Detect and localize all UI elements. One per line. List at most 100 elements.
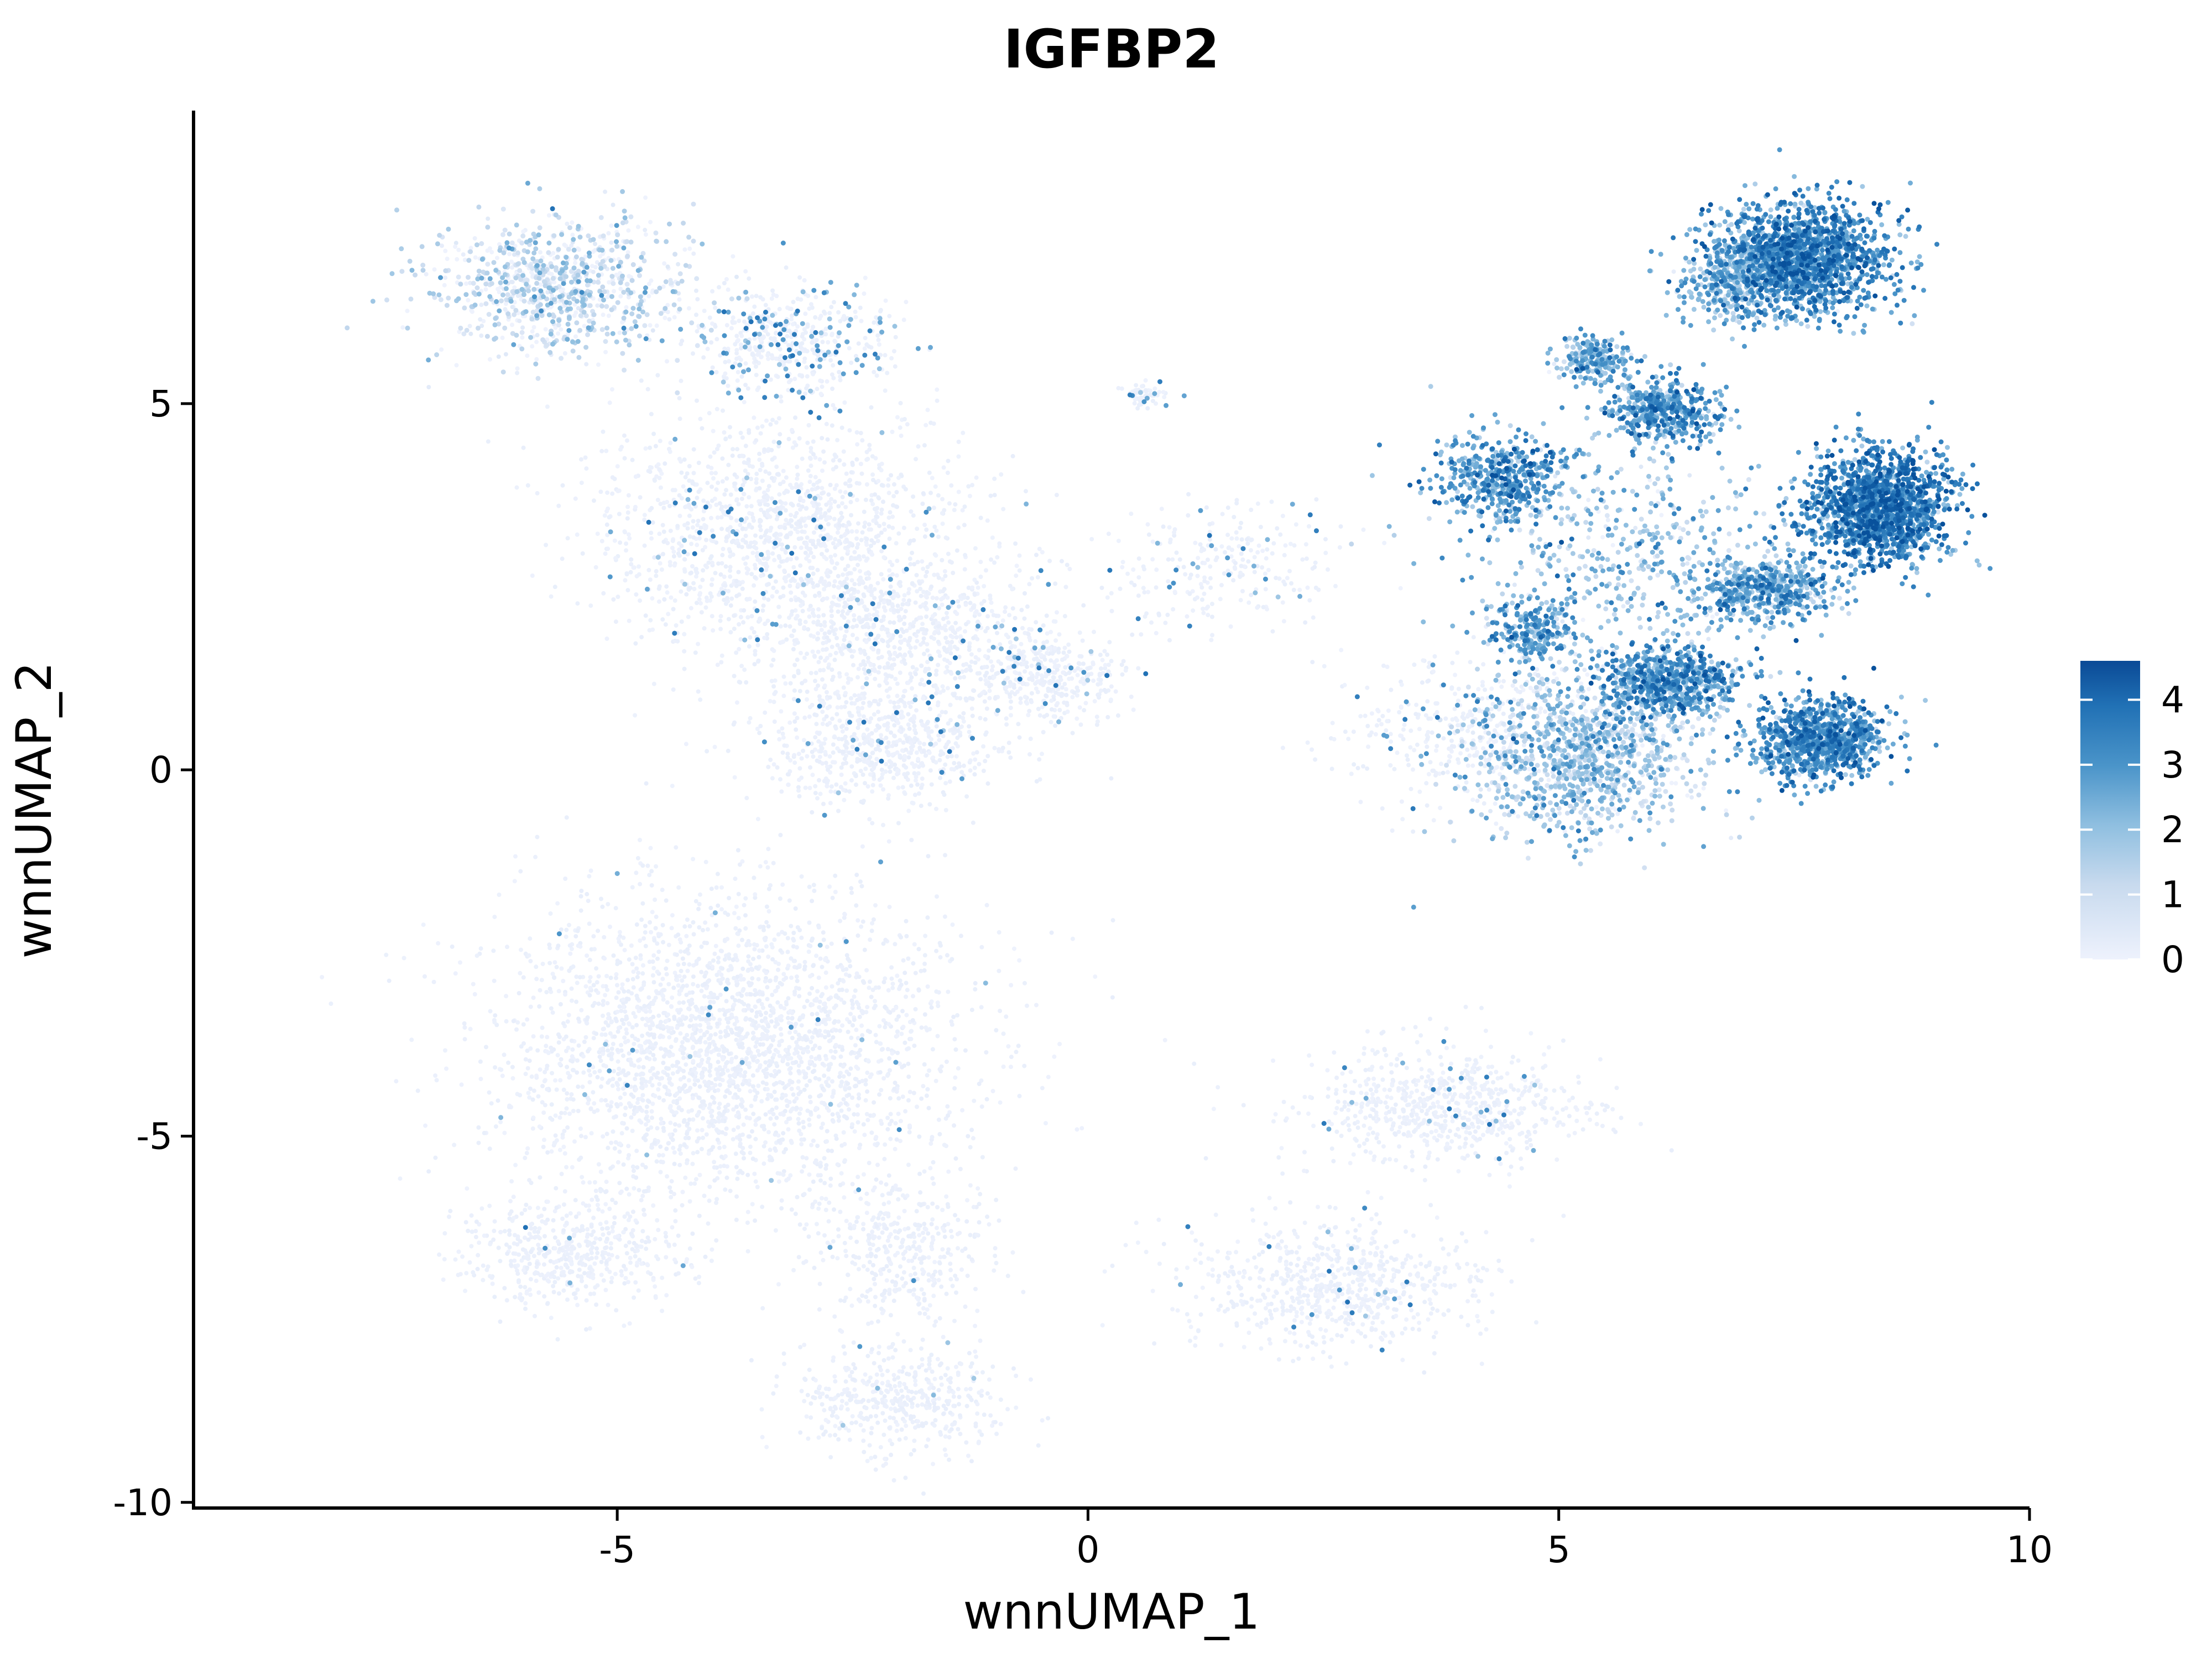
cell-point — [831, 742, 836, 747]
cell-point — [1297, 587, 1302, 592]
cell-point — [821, 801, 826, 806]
cell-point — [671, 687, 676, 692]
cell-point — [1159, 507, 1164, 512]
cell-point — [1037, 757, 1042, 762]
cell-point — [924, 527, 929, 532]
cell-point — [1039, 673, 1044, 678]
cell-point — [891, 700, 896, 705]
cell-point — [839, 724, 844, 729]
cell-point — [735, 369, 740, 374]
cell-point — [940, 577, 945, 582]
cell-point — [924, 614, 929, 619]
cell-point — [592, 498, 596, 503]
cell-point — [816, 631, 821, 636]
cell-point — [789, 975, 794, 980]
cell-point — [644, 1109, 649, 1114]
cell-point — [802, 327, 807, 332]
cell-point — [643, 195, 648, 200]
cell-point — [929, 729, 934, 734]
cell-point — [804, 330, 808, 335]
cell-point — [936, 639, 941, 644]
cell-point — [726, 462, 731, 467]
cell-point — [781, 585, 786, 590]
cell-point — [934, 596, 939, 601]
cell-point — [811, 452, 816, 457]
cell-point — [888, 769, 893, 774]
cell-point — [932, 572, 937, 577]
cell-point — [525, 1066, 530, 1071]
cell-point — [869, 739, 874, 744]
cell-point — [839, 1171, 844, 1176]
cell-point — [818, 791, 823, 796]
cell-point — [792, 638, 797, 643]
cell-point — [650, 520, 655, 525]
cell-point — [791, 697, 796, 702]
cell-point — [599, 1076, 604, 1081]
cell-point — [810, 749, 815, 754]
cell-point — [1202, 561, 1207, 566]
cell-point — [825, 706, 830, 711]
cell-point — [661, 529, 666, 534]
cell-point — [772, 557, 777, 562]
cell-point — [803, 311, 808, 316]
cell-point — [795, 521, 800, 526]
cell-point — [630, 962, 635, 967]
cell-point — [895, 603, 900, 608]
cell-point — [942, 792, 947, 797]
cell-point — [570, 998, 574, 1003]
cell-point — [633, 713, 638, 718]
cell-point — [742, 492, 747, 497]
cell-point — [962, 567, 967, 572]
cell-point — [1062, 614, 1067, 619]
cell-point — [828, 502, 833, 507]
cell-point — [934, 724, 939, 729]
cell-point — [611, 953, 616, 958]
cell-point — [738, 1137, 743, 1142]
cell-point — [530, 573, 535, 578]
cell-point — [1052, 646, 1057, 651]
cell-point — [1034, 552, 1039, 557]
cell-point — [799, 603, 804, 608]
cell-point — [962, 595, 967, 600]
cell-point — [601, 312, 606, 317]
cell-point — [906, 680, 911, 685]
cell-point — [911, 994, 915, 999]
cell-point — [755, 425, 760, 430]
cell-point — [708, 1025, 713, 1030]
cell-point — [599, 896, 603, 901]
cell-point — [595, 1203, 600, 1207]
cell-point — [1313, 560, 1318, 565]
cell-point — [834, 483, 839, 488]
cell-point — [901, 598, 906, 603]
cell-point — [794, 727, 799, 732]
cell-point — [1100, 658, 1105, 662]
cell-point — [992, 493, 997, 498]
cell-point — [917, 581, 922, 586]
cell-point — [972, 688, 977, 693]
cell-point — [992, 675, 997, 680]
cell-point — [1177, 557, 1182, 562]
cell-point — [895, 693, 900, 698]
cell-point — [860, 685, 865, 690]
cell-point — [792, 760, 797, 765]
cell-point — [973, 546, 978, 551]
cell-point — [770, 594, 775, 599]
cell-point — [672, 1192, 676, 1197]
cell-point — [785, 305, 790, 310]
cell-point — [611, 1041, 615, 1046]
cell-point — [813, 295, 818, 300]
cell-point — [667, 1185, 672, 1190]
cell-point — [804, 545, 809, 550]
cell-point — [805, 374, 810, 379]
cell-point — [1063, 665, 1068, 670]
cell-point — [497, 893, 502, 897]
cell-point — [1289, 581, 1294, 586]
cell-point — [866, 655, 870, 660]
cell-point — [973, 660, 978, 665]
cell-point — [790, 1079, 795, 1084]
cell-point — [909, 745, 914, 750]
cell-point — [615, 489, 620, 493]
cell-point — [763, 328, 768, 333]
cell-point — [777, 492, 782, 497]
cell-point — [603, 349, 608, 354]
